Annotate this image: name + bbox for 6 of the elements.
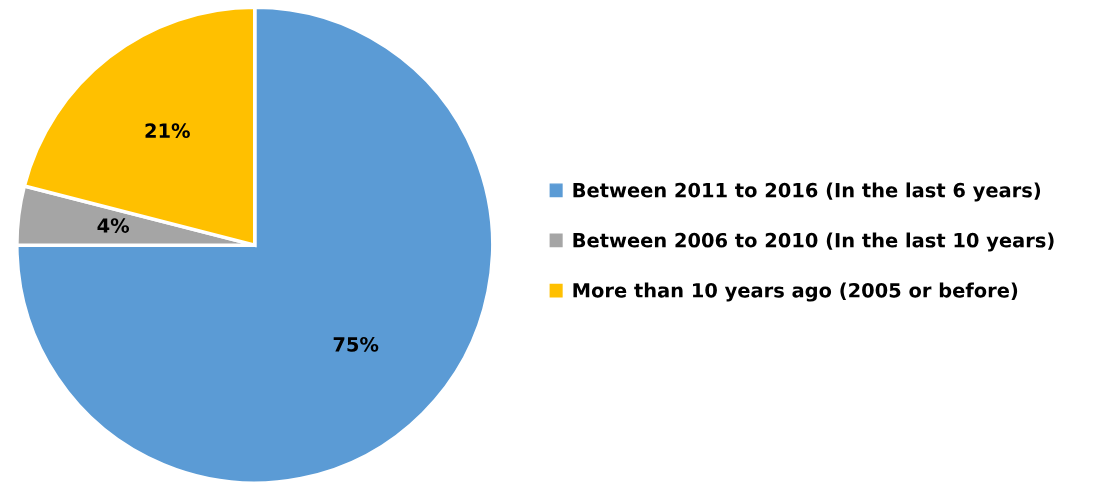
legend-label: More than 10 years ago (2005 or before) <box>573 282 1018 302</box>
data-label: 21% <box>145 123 190 139</box>
data-label: 75% <box>333 337 379 352</box>
data-label: 4% <box>97 218 130 233</box>
legend-label: Between 2006 to 2010 (In the last 10 years) <box>573 232 1054 252</box>
legend-label: Between 2011 to 2016 (In the last 6 years) <box>573 182 1041 202</box>
